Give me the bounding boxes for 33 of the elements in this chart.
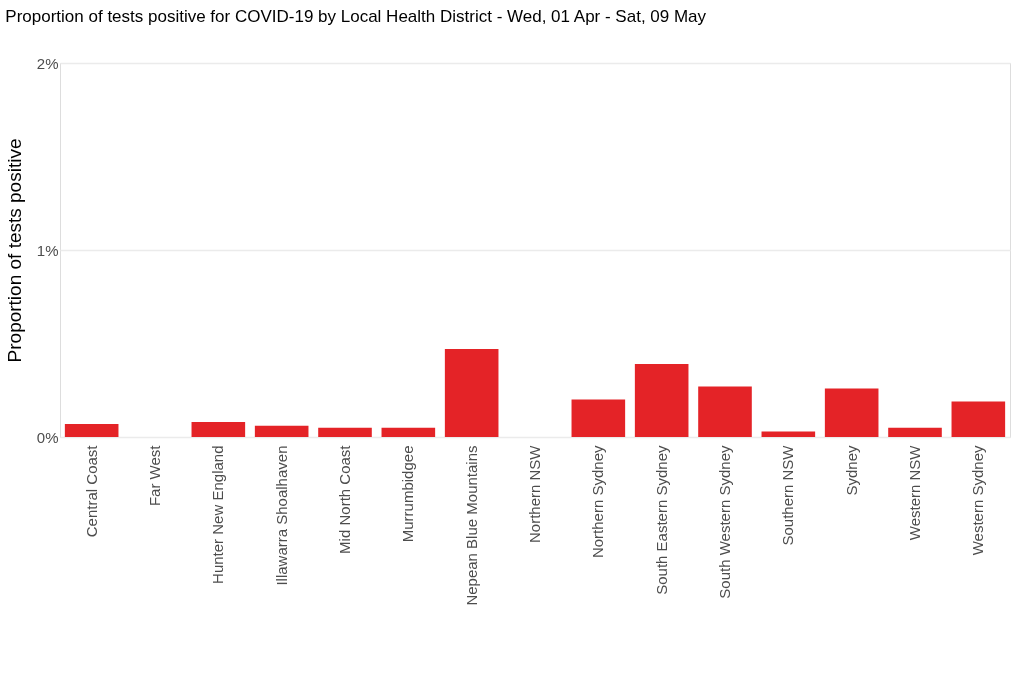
bar (191, 422, 246, 437)
bar (761, 431, 816, 437)
y-tick-label: 1% (36, 241, 59, 259)
bar (444, 349, 499, 437)
x-tick-label: Sydney (842, 445, 860, 496)
x-tick-label: Central Coast (82, 444, 100, 538)
bar (951, 401, 1006, 437)
bar (381, 427, 436, 437)
x-tick-label: Southern NSW (779, 444, 797, 546)
chart-title: Proportion of tests positive for COVID-19 by Local Health District - Wed, 01 Apr - Sat, 09 May (5, 7, 707, 26)
x-tick-label: Northern NSW (526, 444, 543, 544)
x-tick-label: South Eastern Sydney (652, 445, 670, 595)
x-tick-label: South Western Sydney (716, 445, 733, 599)
bar (888, 427, 942, 437)
bar (64, 423, 119, 437)
bar (634, 364, 689, 437)
x-tick-label: Western NSW (906, 444, 923, 541)
bar (254, 425, 309, 437)
x-tick-label: Northern Sydney (589, 445, 607, 559)
x-tick-label: Far West (146, 444, 163, 507)
x-tick-label: Illawarra Shoalhaven (272, 445, 290, 586)
bar (571, 399, 626, 437)
y-axis-title: Proportion of tests positive (3, 138, 25, 363)
x-tick-label: Nepean Blue Mountains (462, 445, 480, 606)
y-tick-label: 2% (36, 54, 59, 72)
x-tick-label: Murrumbidgee (399, 445, 417, 543)
bar (824, 388, 879, 437)
bar (698, 386, 752, 437)
x-tick-label: Mid North Coast (336, 444, 353, 554)
x-tick-label: Western Sydney (969, 445, 987, 556)
x-tick-label: Hunter New England (209, 445, 227, 584)
y-tick-label: 0% (36, 428, 59, 446)
bar (318, 427, 372, 437)
